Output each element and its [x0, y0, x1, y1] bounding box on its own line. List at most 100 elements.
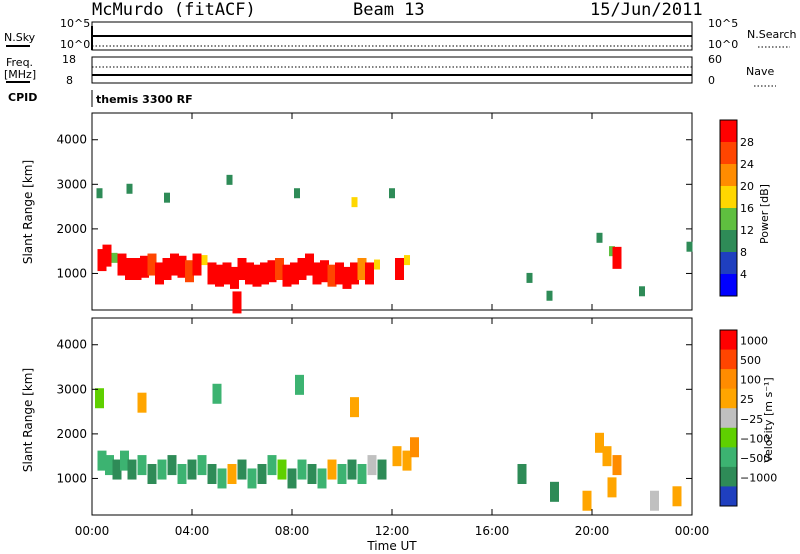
power-cell	[395, 257, 404, 280]
nsky-label: N.Sky	[4, 31, 36, 44]
velocity-cell	[105, 455, 114, 476]
velocity-cell	[672, 486, 682, 507]
power-colorbar-segment	[720, 230, 737, 253]
velocity-colorbar-tick: 25	[740, 393, 754, 406]
power-cell	[102, 244, 112, 267]
velocity-colorbar-tick: −1000	[740, 471, 777, 484]
beam-title: Beam 13	[353, 0, 425, 20]
velocity-colorbar-tick: −100	[740, 432, 770, 445]
nsearch-label: N.Search	[747, 28, 797, 41]
power-cell	[126, 183, 133, 194]
power-cell	[612, 246, 622, 269]
power-cell	[294, 188, 300, 199]
power-cell	[230, 266, 239, 289]
power-colorbar-tick: 4	[740, 268, 747, 281]
velocity-cell	[112, 459, 122, 480]
velocity-cell	[582, 490, 592, 511]
velocity-y-label: Slant Range [km]	[21, 368, 35, 472]
velocity-cell	[297, 459, 307, 480]
power-cell	[140, 255, 149, 278]
power-colorbar-tick: 12	[740, 224, 754, 237]
power-cell	[312, 262, 322, 285]
nave-tick-bottom: 0	[708, 74, 715, 87]
power-cell	[404, 255, 410, 266]
power-colorbar-segment	[720, 252, 737, 275]
velocity-cell	[402, 450, 412, 471]
power-panel-frame	[91, 112, 693, 311]
velocity-cell	[247, 468, 257, 489]
power-cell	[192, 253, 202, 276]
velocity-colorbar-tick: −25	[740, 413, 763, 426]
freq-label-line2: [MHz]	[4, 68, 36, 81]
cpid-value: themis 3300 RF	[96, 93, 193, 106]
velocity-colorbar-segment	[720, 466, 737, 487]
power-y-tick-label: 3000	[56, 177, 87, 191]
power-colorbar-tick: 24	[740, 158, 754, 171]
velocity-cell	[127, 459, 137, 480]
velocity-cell	[595, 432, 604, 453]
power-colorbar-segment	[720, 274, 737, 297]
power-cell	[232, 291, 242, 314]
nave-label: Nave	[746, 65, 774, 78]
nsky-series	[91, 26, 692, 50]
power-cell	[267, 260, 277, 283]
power-cell	[162, 257, 172, 280]
power-colorbar-segment	[720, 120, 737, 143]
velocity-cell	[295, 374, 304, 395]
power-cell	[155, 262, 164, 285]
velocity-y-axis: 1000 2000 3000 4000	[56, 338, 692, 485]
velocity-cell	[212, 383, 222, 404]
velocity-cell	[197, 455, 207, 476]
power-cell	[252, 264, 262, 287]
velocity-colorbar-tick: 100	[740, 374, 761, 387]
velocity-panel-frame	[91, 317, 693, 516]
power-colorbar: 4 8 12 16 20 24 28	[719, 119, 754, 297]
power-cell	[185, 260, 194, 283]
velocity-colorbar-frame	[719, 329, 738, 507]
power-cell	[596, 232, 603, 243]
velocity-colorbar-segment	[720, 388, 737, 409]
power-cell	[305, 253, 314, 276]
power-y-tick-label: 2000	[56, 222, 87, 236]
velocity-colorbar-segment	[720, 349, 737, 370]
velocity-cell	[147, 463, 157, 484]
velocity-cell	[612, 455, 622, 476]
power-colorbar-segment	[720, 164, 737, 187]
velocity-cell	[377, 459, 387, 480]
x-axis: 00:00 04:00 08:00 12:00 16:00 20:00 00:00	[75, 113, 709, 538]
velocity-cell	[317, 468, 327, 489]
power-colorbar-segment	[720, 186, 737, 209]
power-cell	[164, 192, 170, 203]
power-cell	[97, 249, 107, 272]
power-colorbar-tick: 8	[740, 246, 747, 259]
velocity-cell	[217, 468, 227, 489]
velocity-y-tick-label: 2000	[56, 427, 87, 441]
power-cell	[342, 266, 352, 289]
power-cell	[686, 241, 693, 252]
power-cell	[215, 264, 224, 287]
velocity-cell	[120, 450, 129, 471]
x-tick-label: 04:00	[175, 524, 210, 538]
freq-tick-bottom: 8	[66, 74, 73, 87]
velocity-cell	[602, 446, 612, 467]
x-tick-label: 12:00	[375, 524, 410, 538]
velocity-y-tick-label: 1000	[56, 471, 87, 485]
nave-tick-top: 60	[708, 53, 722, 66]
power-cell	[639, 286, 645, 297]
power-y-tick-label: 4000	[56, 133, 87, 147]
power-cell	[609, 246, 615, 257]
power-cell	[365, 262, 374, 285]
velocity-cell	[267, 455, 277, 476]
velocity-cell	[167, 455, 177, 476]
x-tick-label: 00:00	[75, 524, 110, 538]
velocity-colorbar-tick: −500	[740, 452, 770, 465]
power-cell	[125, 257, 134, 280]
power-cell	[111, 252, 118, 263]
velocity-cell	[137, 392, 147, 413]
velocity-cell	[307, 463, 317, 484]
freq-tick-top: 18	[62, 53, 76, 66]
power-cell	[357, 257, 367, 280]
power-cell	[132, 257, 142, 280]
power-cell	[335, 262, 344, 285]
